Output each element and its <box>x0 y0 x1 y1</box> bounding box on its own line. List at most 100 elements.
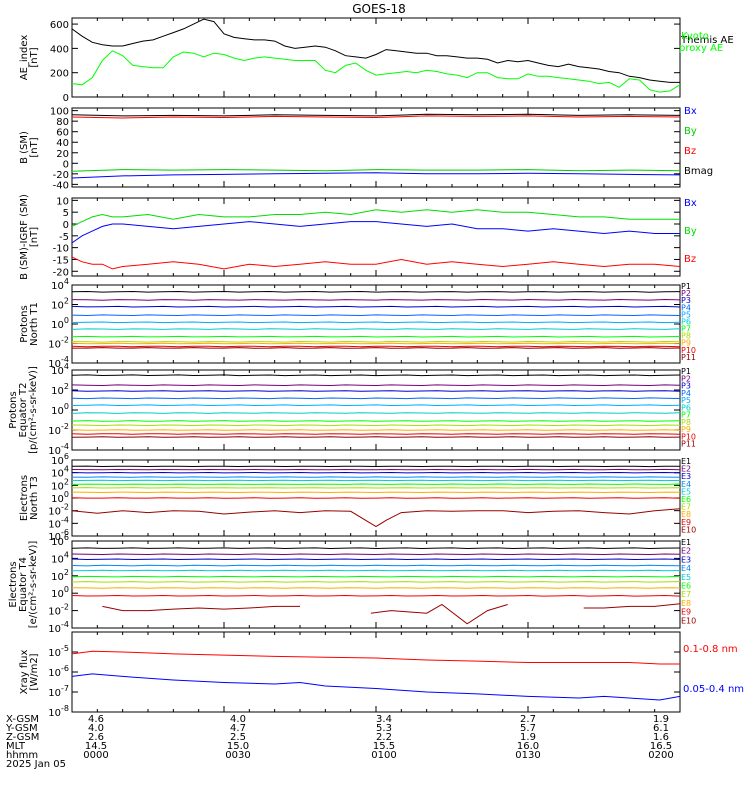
footer-value: 0000 <box>83 750 108 761</box>
series-line-0.1-0.8 nm <box>72 651 680 664</box>
series-line-P11 <box>72 348 680 349</box>
series-line-E10 <box>584 604 680 608</box>
series-line-Themis AE <box>72 19 680 82</box>
series-line-P9 <box>72 343 680 344</box>
series-line-P11 <box>72 437 680 438</box>
legend-E10: E10 <box>681 525 696 534</box>
y-tick-label: 104 <box>51 550 69 565</box>
footer-value: 0100 <box>371 750 396 761</box>
series-line-P8 <box>72 425 680 426</box>
legend-E4: E4 <box>681 564 691 573</box>
y-tick-label: 10-6 <box>48 664 69 679</box>
y-tick-label: 400 <box>50 44 69 55</box>
footer-value: 0130 <box>515 750 540 761</box>
y-tick-label: 0 <box>63 220 69 231</box>
series-line-By <box>72 210 680 227</box>
series-line-Bx <box>72 222 680 243</box>
y-tick-label: 600 <box>50 20 69 31</box>
legend-Bz: Bz <box>684 146 696 157</box>
y-tick-label: 60 <box>56 128 69 139</box>
series-line-E6 <box>72 576 680 577</box>
panel-frame <box>72 285 680 363</box>
series-line-E1 <box>72 548 680 549</box>
legend-E7: E7 <box>681 590 691 599</box>
series-line-E9 <box>72 596 680 597</box>
y-tick-label: 102 <box>51 297 69 312</box>
series-line-E1 <box>72 466 680 467</box>
series-line-P9 <box>72 430 680 431</box>
y-tick-label: 102 <box>51 568 69 583</box>
series-line-P6 <box>72 329 680 330</box>
y-tick-label: 104 <box>51 277 69 292</box>
series-line-P7 <box>72 336 680 337</box>
series-line-By <box>72 170 680 172</box>
legend-By: By <box>684 226 697 237</box>
y-tick-label: 10-8 <box>48 704 69 719</box>
y-tick-label: 100 <box>51 402 69 417</box>
series-line-P10 <box>72 346 680 347</box>
series-group <box>72 210 680 269</box>
series-line-P2 <box>72 300 680 301</box>
y-tick-label: 200 <box>50 69 69 80</box>
legend-By: By <box>684 126 697 137</box>
y-tick-label: 10-2 <box>48 336 69 351</box>
series-line-P5 <box>72 405 680 406</box>
series-line-P7 <box>72 421 680 422</box>
y-tick-label: 100 <box>51 585 69 600</box>
footer-value: 0200 <box>648 750 673 761</box>
series-group <box>72 466 680 526</box>
series-group <box>72 651 680 700</box>
legend-E8: E8 <box>681 599 691 608</box>
series-line-E2 <box>72 554 680 555</box>
series-group <box>72 375 680 437</box>
y-tick-label: 5 <box>63 208 69 219</box>
series-line-P4 <box>72 398 680 399</box>
legend-0.05-0.4 nm: 0.05-0.4 nm <box>683 684 744 695</box>
series-line-E5 <box>72 570 680 571</box>
y-tick-label: 40 <box>56 138 69 149</box>
series-line-E3 <box>72 559 680 560</box>
series-line-P5 <box>72 322 680 323</box>
y-tick-label: 10-2 <box>48 603 69 618</box>
y-axis-label: ElectronsEquator T4[e/(cm²-s-sr-keV)] <box>8 541 39 629</box>
series-line-0.05-0.4 nm <box>72 674 680 700</box>
y-tick-label: 10-4 <box>48 620 69 635</box>
y-tick-label: 100 <box>51 316 69 331</box>
legend-P11: P11 <box>681 353 696 362</box>
series-group <box>72 292 680 349</box>
series-line-Bz <box>72 257 680 269</box>
panel-frame <box>72 370 680 450</box>
y-tick-label: 10 <box>56 196 69 207</box>
legend-E10: E10 <box>681 616 696 625</box>
y-axis-label: Xray flux[W/m2] <box>19 650 40 695</box>
legend-Bx: Bx <box>684 198 697 209</box>
series-line-E4 <box>72 565 680 566</box>
legend-Bmag: Bmag <box>684 166 713 177</box>
y-tick-label: 102 <box>51 382 69 397</box>
series-line-P8 <box>72 342 680 343</box>
legend-Bx: Bx <box>684 106 697 117</box>
legend-Bz: Bz <box>684 254 696 265</box>
y-tick-label: 10-7 <box>48 684 69 699</box>
series-line-Bmag <box>72 114 680 116</box>
panel-frame <box>72 632 680 712</box>
y-tick-label: -10 <box>53 244 69 255</box>
legend-P11: P11 <box>681 440 696 449</box>
y-axis-label: B (SM)-IGRF (SM)[nT] <box>19 194 40 280</box>
y-tick-label: 20 <box>56 149 69 160</box>
series-line-Kyoto proxy AE <box>72 51 680 92</box>
series-line-E8 <box>72 588 680 589</box>
y-tick-label: 80 <box>56 117 69 128</box>
series-group <box>72 548 680 624</box>
y-tick-label: -5 <box>59 232 69 243</box>
legend-E2: E2 <box>681 547 691 556</box>
y-axis-label: AE_index[nT] <box>19 35 40 81</box>
